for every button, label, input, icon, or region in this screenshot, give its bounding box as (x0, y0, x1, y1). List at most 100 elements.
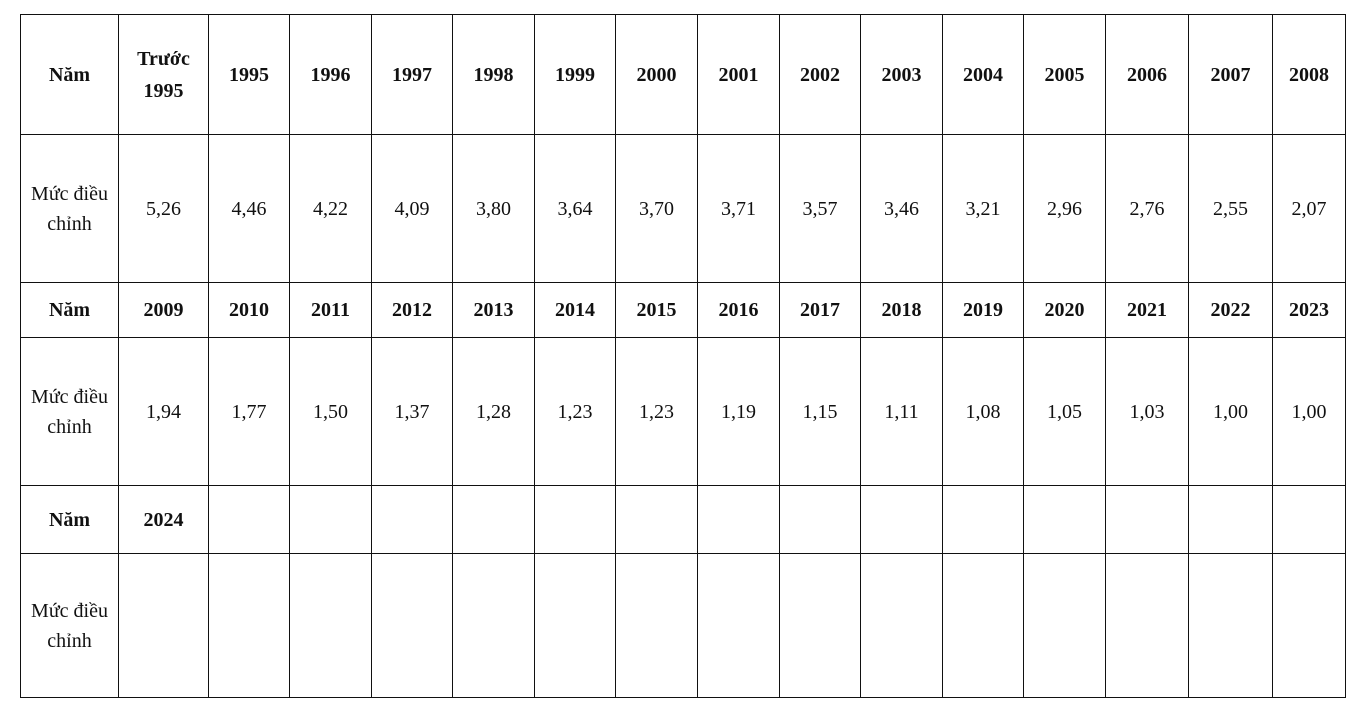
empty-cell (697, 553, 780, 698)
empty-cell (1023, 553, 1106, 698)
value-cell: 2,55 (1188, 134, 1273, 283)
value-cell: 1,05 (1023, 337, 1106, 486)
year-cell: 2018 (860, 282, 943, 338)
year-cell: 2014 (534, 282, 616, 338)
year-cell: 1999 (534, 14, 616, 135)
year-cell: 2001 (697, 14, 780, 135)
year-cell: Trước 1995 (118, 14, 209, 135)
value-cell: 1,28 (452, 337, 535, 486)
value-cell: 3,71 (697, 134, 780, 283)
table-row: Mức điều chỉnh (20, 553, 1346, 698)
empty-cell (860, 485, 943, 554)
year-cell: 2023 (1272, 282, 1346, 338)
year-cell: 2022 (1188, 282, 1273, 338)
year-cell: 2000 (615, 14, 698, 135)
value-cell: 5,26 (118, 134, 209, 283)
table-row: Năm 2024 (20, 485, 1346, 554)
empty-cell (118, 553, 209, 698)
empty-cell (289, 485, 372, 554)
year-cell: 2004 (942, 14, 1024, 135)
value-cell: 1,94 (118, 337, 209, 486)
empty-cell (1272, 485, 1346, 554)
year-cell: 2003 (860, 14, 943, 135)
empty-cell (534, 485, 616, 554)
year-cell: 2015 (615, 282, 698, 338)
empty-cell (371, 553, 453, 698)
value-cell: 4,46 (208, 134, 290, 283)
year-cell: 2010 (208, 282, 290, 338)
value-cell: 1,03 (1105, 337, 1189, 486)
adjustment-table: Năm Trước 1995 1995 1996 1997 1998 1999 2000 200… (20, 14, 1346, 698)
row-label: Năm (20, 485, 119, 554)
table-row: Mức điều chỉnh 1,94 1,77 1,50 1,37 1,28 1,23 1,… (20, 337, 1346, 486)
empty-cell (208, 485, 290, 554)
year-cell: 1997 (371, 14, 453, 135)
year-cell: 1996 (289, 14, 372, 135)
year-cell: 2020 (1023, 282, 1106, 338)
value-cell: 3,57 (779, 134, 861, 283)
value-cell: 1,77 (208, 337, 290, 486)
value-cell: 1,19 (697, 337, 780, 486)
year-cell: 2006 (1105, 14, 1189, 135)
year-cell: 1995 (208, 14, 290, 135)
value-cell: 1,11 (860, 337, 943, 486)
value-cell: 3,21 (942, 134, 1024, 283)
row-label: Năm (20, 282, 119, 338)
empty-cell (942, 553, 1024, 698)
empty-cell (1023, 485, 1106, 554)
value-cell: 1,15 (779, 337, 861, 486)
value-cell: 4,09 (371, 134, 453, 283)
year-cell: 2024 (118, 485, 209, 554)
value-cell: 1,50 (289, 337, 372, 486)
value-cell: 1,23 (534, 337, 616, 486)
year-cell: 2016 (697, 282, 780, 338)
value-cell: 2,96 (1023, 134, 1106, 283)
year-cell: 2017 (779, 282, 861, 338)
value-cell: 3,64 (534, 134, 616, 283)
table-row: Năm Trước 1995 1995 1996 1997 1998 1999 2000 200… (20, 14, 1346, 135)
row-label: Mức điều chỉnh (20, 134, 119, 283)
empty-cell (289, 553, 372, 698)
table-row: Năm 2009 2010 2011 2012 2013 2014 2015 2016 2017 2… (20, 282, 1346, 338)
row-label: Mức điều chỉnh (20, 553, 119, 698)
year-cell: 2011 (289, 282, 372, 338)
empty-cell (1105, 553, 1189, 698)
year-cell: 2021 (1105, 282, 1189, 338)
empty-cell (697, 485, 780, 554)
empty-cell (779, 553, 861, 698)
value-cell: 2,07 (1272, 134, 1346, 283)
empty-cell (615, 485, 698, 554)
row-label: Năm (20, 14, 119, 135)
empty-cell (534, 553, 616, 698)
year-cell: 2019 (942, 282, 1024, 338)
year-cell: 2007 (1188, 14, 1273, 135)
value-cell: 4,22 (289, 134, 372, 283)
empty-cell (1105, 485, 1189, 554)
year-cell: 1998 (452, 14, 535, 135)
value-cell: 3,70 (615, 134, 698, 283)
empty-cell (860, 553, 943, 698)
year-cell: 2005 (1023, 14, 1106, 135)
empty-cell (1272, 553, 1346, 698)
empty-cell (452, 485, 535, 554)
empty-cell (1188, 485, 1273, 554)
value-cell: 3,80 (452, 134, 535, 283)
value-cell: 1,00 (1188, 337, 1273, 486)
year-cell: 2012 (371, 282, 453, 338)
empty-cell (371, 485, 453, 554)
empty-cell (208, 553, 290, 698)
value-cell: 2,76 (1105, 134, 1189, 283)
value-cell: 3,46 (860, 134, 943, 283)
empty-cell (615, 553, 698, 698)
empty-cell (942, 485, 1024, 554)
value-cell: 1,08 (942, 337, 1024, 486)
empty-cell (452, 553, 535, 698)
empty-cell (779, 485, 861, 554)
value-cell: 1,37 (371, 337, 453, 486)
year-cell: 2009 (118, 282, 209, 338)
empty-cell (1188, 553, 1273, 698)
row-label: Mức điều chỉnh (20, 337, 119, 486)
value-cell: 1,00 (1272, 337, 1346, 486)
year-cell: 2008 (1272, 14, 1346, 135)
